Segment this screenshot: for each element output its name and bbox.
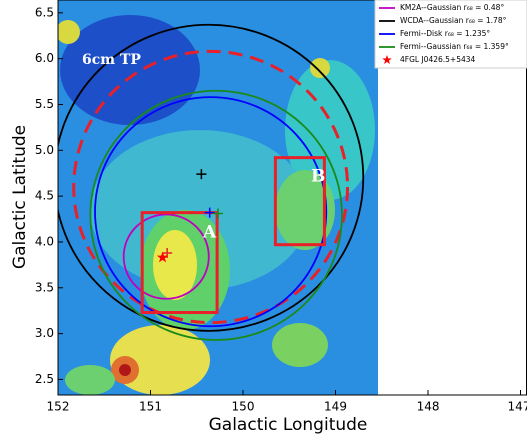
x-tick-label: 151 [139,400,162,414]
y-tick-label: 3.0 [35,326,54,340]
x-axis-label: Galactic Longitude [209,415,368,435]
legend-label: 4FGL J0426.5+5434 [400,55,476,64]
x-tick-label: 147 [508,400,527,414]
y-tick-label: 6.0 [35,51,54,65]
page: {"chart_data": { "type": "sky_map", "x_l… [0,0,527,438]
y-tick-label: 5.0 [35,143,54,157]
annotation: B [311,167,325,187]
legend-label: KM2A--Gaussian r₆₈ = 0.48° [400,3,504,12]
y-tick-label: 6.5 [35,5,54,19]
y-tick-label: 3.5 [35,280,54,294]
map-patch [119,364,131,376]
y-tick-label: 4.0 [35,234,54,248]
legend-label: Fermi--Gaussian r₆₈ = 1.359° [400,42,509,51]
map-patch [65,365,115,395]
y-axis-label: Galactic Latitude [10,125,30,269]
x-tick-label: 150 [232,400,255,414]
map-patch [56,20,80,44]
x-tick-label: 149 [324,400,347,414]
x-tick-label: 148 [417,400,440,414]
map-patch [153,230,197,300]
legend-label: Fermi--Disk r₆₈ = 1.235° [400,29,490,38]
legend-label: WCDA--Gaussian r₆₈ = 1.78° [400,16,507,25]
annotation: A [202,223,217,243]
annotation: 6cm TP [82,52,141,68]
y-tick-label: 5.5 [35,97,54,111]
map-patch [272,323,328,367]
x-tick-label: 152 [47,400,70,414]
map-patch [310,58,330,78]
chart: Galactic Longitude Galactic Latitude 152… [0,0,527,438]
map-patch [60,15,200,125]
y-tick-label: 2.5 [35,372,54,386]
y-tick-label: 4.5 [35,189,54,203]
